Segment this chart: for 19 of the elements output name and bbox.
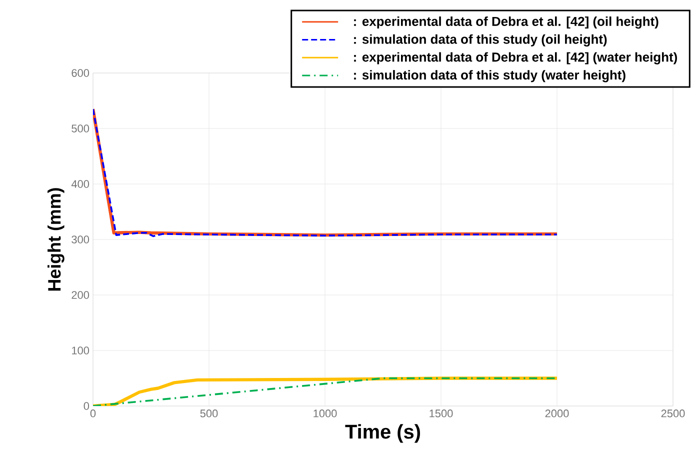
legend-label: : experimental data of Debra et al. [42] (oil height) (354, 16, 658, 29)
x-tick-label: 2000 (545, 410, 569, 418)
y-tick-label: 400 (71, 180, 90, 188)
y-tick-label: 600 (72, 69, 90, 77)
legend-label: : simulation data of this study (oil height) (354, 34, 607, 46)
y-axis-title: Height (mm) (48, 188, 64, 291)
legend-label: : experimental data of Debra et al. [42] (water height) (354, 52, 677, 64)
legend-label: : simulation data of this study (water height) (354, 70, 626, 82)
x-tick-label: 1000 (314, 410, 337, 418)
x-tick-label: 1500 (430, 410, 453, 418)
x-tick-label: 500 (200, 410, 218, 418)
y-tick-label: 500 (72, 124, 90, 132)
x-tick-label: 2500 (661, 410, 685, 418)
x-axis-title: Time (s) (345, 424, 420, 443)
y-tick-label: 100 (72, 346, 90, 354)
x-tick-label: 0 (90, 410, 96, 418)
y-tick-label: 300 (72, 236, 90, 244)
y-tick-label: 0 (84, 402, 90, 410)
y-tick-label: 200 (72, 291, 90, 299)
